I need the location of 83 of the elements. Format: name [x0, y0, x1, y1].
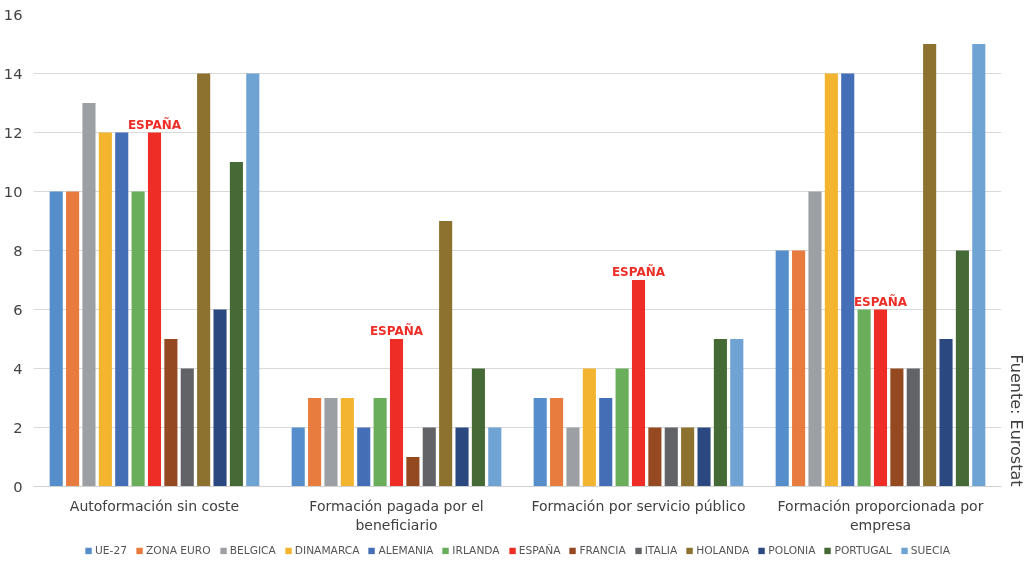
- bar: [775, 250, 789, 487]
- legend-label: BELGICA: [229, 543, 276, 557]
- bar: [308, 398, 322, 487]
- bar: [213, 309, 227, 487]
- bar: [131, 191, 145, 487]
- legend-label: ITALIA: [644, 543, 678, 557]
- bar: [455, 427, 469, 487]
- bar: [906, 368, 920, 487]
- bar: [82, 103, 96, 487]
- bar: [471, 368, 485, 487]
- bar: [664, 427, 678, 487]
- y-tick-label: 4: [13, 359, 23, 377]
- bar: [841, 73, 855, 487]
- bar: [66, 191, 80, 487]
- bar: [373, 398, 387, 487]
- bar: [49, 191, 63, 487]
- bar: [873, 309, 888, 487]
- bar: [533, 398, 547, 487]
- bar: [439, 221, 453, 487]
- legend-label: IRLANDA: [452, 543, 500, 557]
- y-tick-label: 6: [13, 300, 23, 318]
- bar: [808, 191, 822, 487]
- legend-label: UE-27: [95, 543, 127, 557]
- bar: [955, 250, 969, 487]
- bar: [631, 280, 646, 487]
- bar: [488, 427, 502, 487]
- bar: [730, 339, 744, 487]
- y-tick-label: 2: [13, 418, 23, 436]
- bar: [582, 368, 596, 487]
- bar: [550, 398, 564, 487]
- annotation: ESPAÑA: [369, 323, 424, 338]
- legend-label: HOLANDA: [696, 543, 750, 557]
- x-tick-label: Formación pagada por el beneficiario: [309, 497, 484, 533]
- bar: [180, 368, 194, 487]
- legend-label: ZONA EURO: [146, 543, 211, 557]
- x-tick-label: Formación proporcionada por empresa: [777, 497, 984, 533]
- bar: [197, 73, 211, 487]
- legend-label: SUECIA: [910, 543, 950, 557]
- bar: [713, 339, 727, 487]
- bar: [246, 73, 260, 487]
- bar: [357, 427, 371, 487]
- bar: [599, 398, 613, 487]
- bar: [923, 44, 937, 487]
- y-tick-label: 16: [3, 5, 23, 23]
- bar: [324, 398, 338, 487]
- bar: [939, 339, 953, 487]
- bar: [792, 250, 806, 487]
- bar: [291, 427, 305, 487]
- legend-label: PORTUGAL: [834, 543, 892, 557]
- bar: [229, 162, 243, 487]
- bar: [164, 339, 178, 487]
- bar: [98, 132, 112, 487]
- bar: [615, 368, 629, 487]
- annotation: ESPAÑA: [611, 264, 666, 279]
- y-tick-label: 14: [3, 64, 23, 82]
- bar: [824, 73, 838, 487]
- y-tick-label: 12: [3, 123, 23, 141]
- bar: [389, 339, 404, 487]
- source-note: Fuente: Eurostat: [1006, 354, 1026, 487]
- annotation: ESPAÑA: [853, 293, 908, 309]
- bar: [697, 427, 711, 487]
- y-tick-label: 0: [13, 477, 23, 495]
- y-tick-label: 10: [3, 182, 23, 200]
- legend-label: ALEMANIA: [378, 543, 434, 557]
- legend-label: POLONIA: [768, 543, 816, 557]
- bar: [406, 457, 420, 487]
- legend-label: DINAMARCA: [294, 543, 360, 557]
- bar: [648, 427, 662, 487]
- bar: [681, 427, 695, 487]
- x-tick-label: Autoformación sin coste: [69, 497, 240, 514]
- legend-label: ESPAÑA: [518, 543, 561, 557]
- y-tick-label: 8: [13, 241, 23, 259]
- x-tick-label: Formación por servicio público: [531, 497, 746, 514]
- bar: [857, 309, 871, 487]
- bar: [115, 132, 129, 487]
- bar: [890, 368, 904, 487]
- bar: [422, 427, 436, 487]
- bar: [566, 427, 580, 487]
- annotation: ESPAÑA: [127, 116, 182, 132]
- bar: [147, 132, 162, 487]
- legend-label: FRANCIA: [579, 543, 626, 557]
- bar: [972, 44, 986, 487]
- bar: [340, 398, 354, 487]
